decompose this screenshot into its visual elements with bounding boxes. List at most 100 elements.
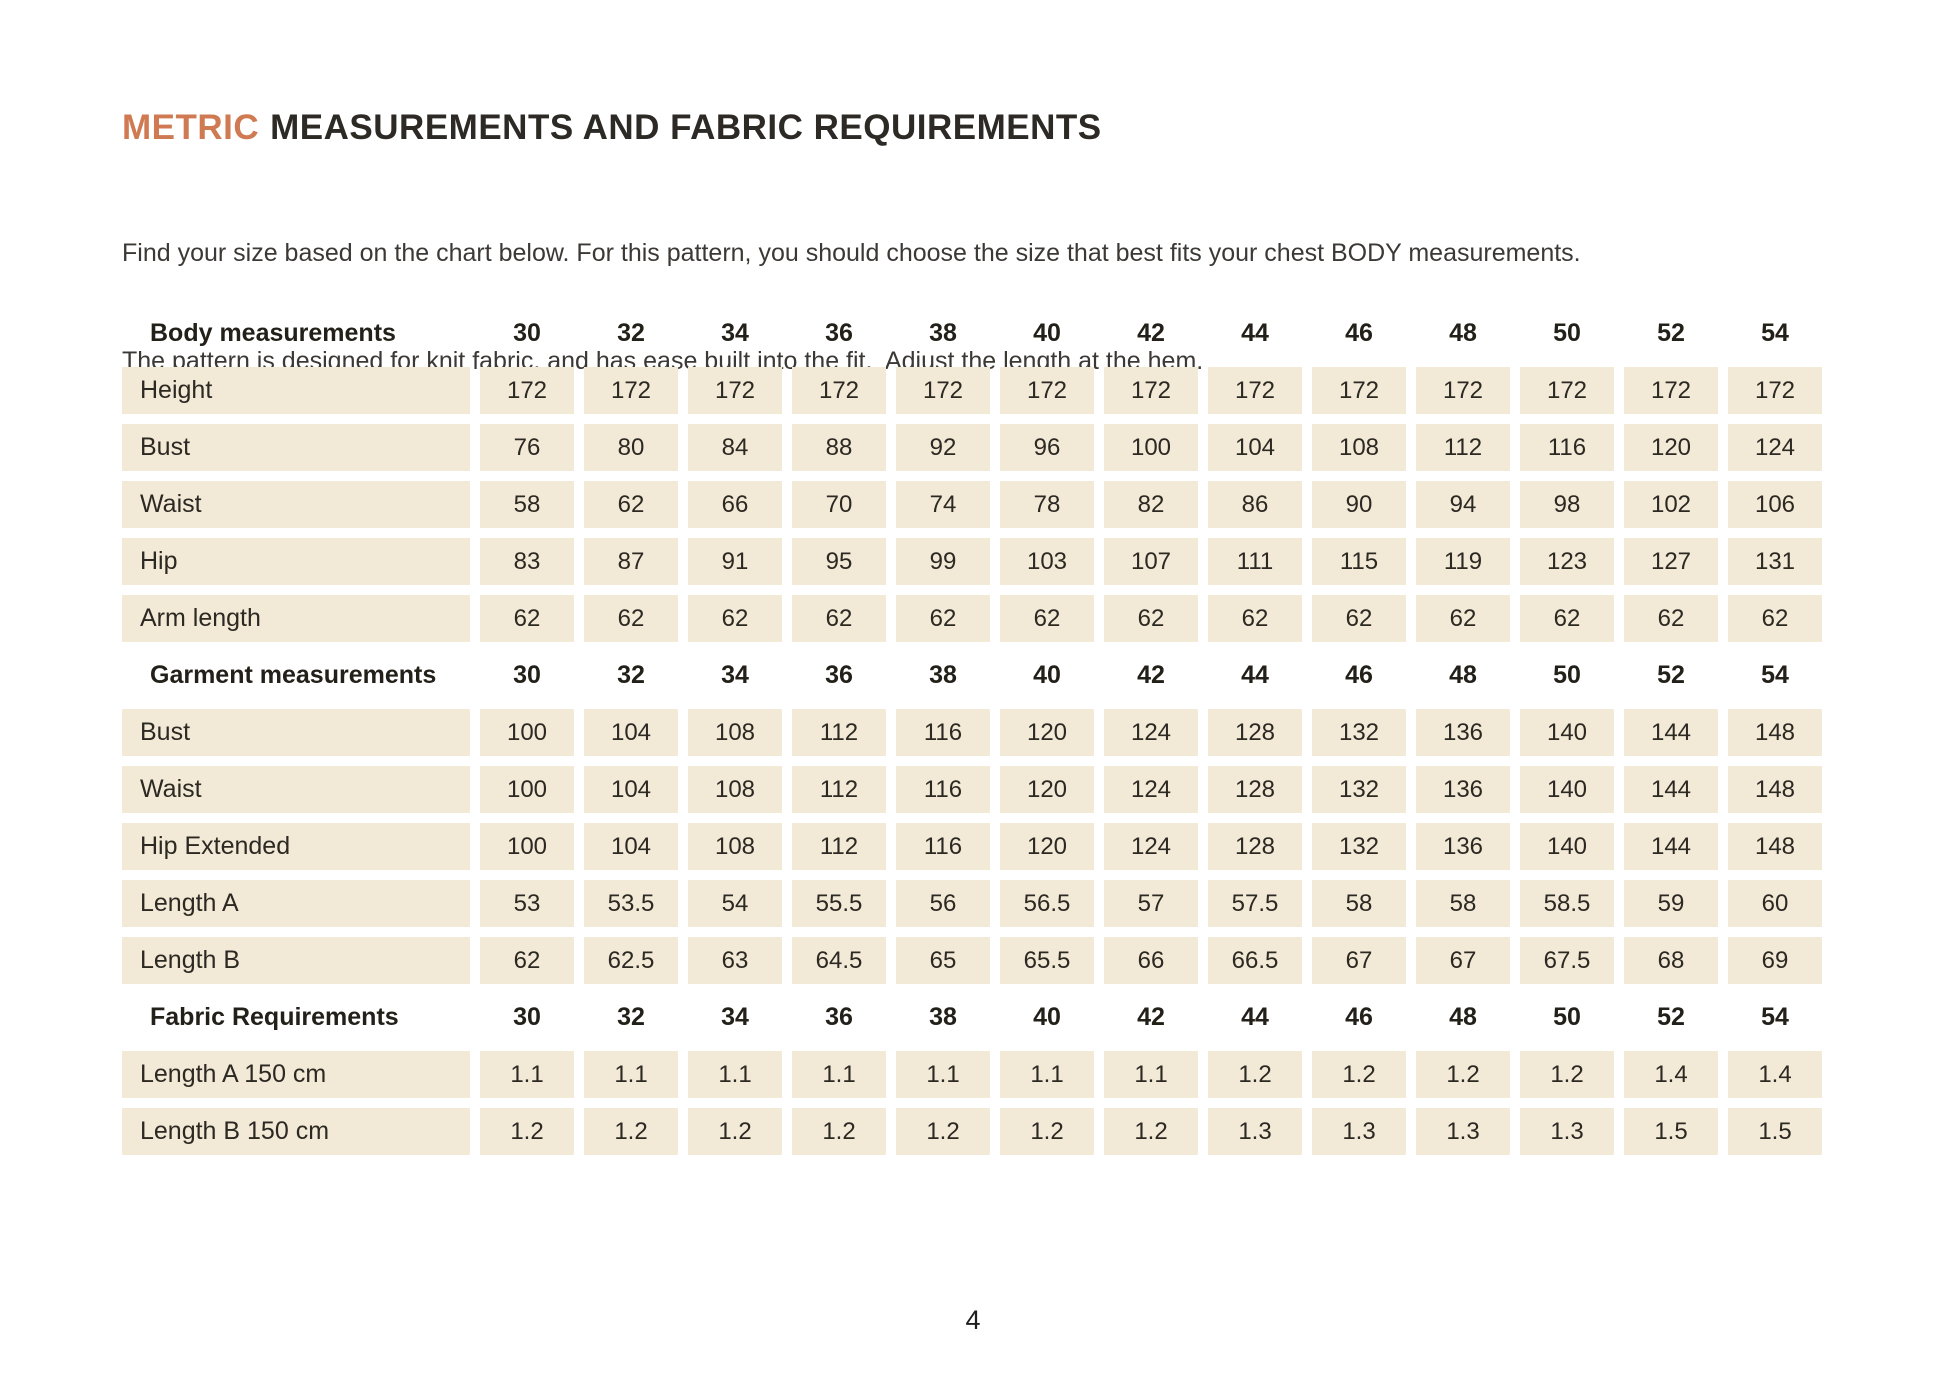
value-cell: 148 [1728, 766, 1822, 813]
value-cell: 62 [1624, 595, 1718, 642]
value-cell: 172 [896, 367, 990, 414]
value-cell: 60 [1728, 880, 1822, 927]
size-header-cell: 38 [929, 661, 957, 689]
value-cell: 140 [1520, 823, 1614, 870]
size-header-cell: 52 [1657, 319, 1685, 347]
size-header-cell: 38 [929, 1003, 957, 1031]
value-cell: 1.2 [1520, 1051, 1614, 1098]
value-cell: 62 [688, 595, 782, 642]
value-cell: 62 [792, 595, 886, 642]
value-cell: 62 [1728, 595, 1822, 642]
section-header-label: Garment measurements [150, 661, 437, 689]
value-cell: 62 [1000, 595, 1094, 642]
value-cell: 1.2 [1104, 1108, 1198, 1155]
size-header-cell: 46 [1345, 1003, 1373, 1031]
value-cell: 62 [1416, 595, 1510, 642]
size-header-cell: 52 [1657, 661, 1685, 689]
value-cell: 98 [1520, 481, 1614, 528]
value-cell: 96 [1000, 424, 1094, 471]
value-cell: 66 [1104, 937, 1198, 984]
row-label: Arm length [122, 595, 470, 642]
size-header-cell: 44 [1241, 661, 1269, 689]
value-cell: 116 [1520, 424, 1614, 471]
size-header-cell: 46 [1345, 319, 1373, 347]
value-cell: 83 [480, 538, 574, 585]
value-cell: 84 [688, 424, 782, 471]
value-cell: 62 [1312, 595, 1406, 642]
value-cell: 63 [688, 937, 782, 984]
value-cell: 107 [1104, 538, 1198, 585]
size-header-cell: 52 [1657, 1003, 1685, 1031]
value-cell: 58 [1312, 880, 1406, 927]
size-header-cell: 38 [929, 319, 957, 347]
row-label: Bust [122, 424, 470, 471]
value-cell: 87 [584, 538, 678, 585]
value-cell: 1.3 [1208, 1108, 1302, 1155]
value-cell: 1.3 [1416, 1108, 1510, 1155]
size-chart-table: Body measurements 30 32 34 36 38 40 42 44 46 48 50 5… [122, 310, 1822, 1155]
value-cell: 94 [1416, 481, 1510, 528]
value-cell: 65.5 [1000, 937, 1094, 984]
size-header-cell: 44 [1241, 319, 1269, 347]
value-cell: 172 [1728, 367, 1822, 414]
value-cell: 69 [1728, 937, 1822, 984]
value-cell: 1.2 [792, 1108, 886, 1155]
value-cell: 1.2 [896, 1108, 990, 1155]
value-cell: 144 [1624, 709, 1718, 756]
value-cell: 100 [480, 766, 574, 813]
row-label: Length A 150 cm [122, 1051, 470, 1098]
value-cell: 1.4 [1728, 1051, 1822, 1098]
value-cell: 136 [1416, 823, 1510, 870]
value-cell: 144 [1624, 766, 1718, 813]
size-header-cell: 44 [1241, 1003, 1269, 1031]
value-cell: 56 [896, 880, 990, 927]
value-cell: 53.5 [584, 880, 678, 927]
size-header-cell: 48 [1449, 319, 1477, 347]
value-cell: 1.2 [688, 1108, 782, 1155]
value-cell: 172 [1000, 367, 1094, 414]
value-cell: 140 [1520, 766, 1614, 813]
size-header-cell: 34 [721, 661, 749, 689]
value-cell: 1.2 [1312, 1051, 1406, 1098]
value-cell: 112 [1416, 424, 1510, 471]
value-cell: 112 [792, 766, 886, 813]
value-cell: 62 [480, 595, 574, 642]
value-cell: 172 [1208, 367, 1302, 414]
value-cell: 124 [1728, 424, 1822, 471]
size-header-cell: 34 [721, 1003, 749, 1031]
size-header-cell: 36 [825, 319, 853, 347]
value-cell: 116 [896, 823, 990, 870]
value-cell: 68 [1624, 937, 1718, 984]
value-cell: 62 [1208, 595, 1302, 642]
value-cell: 100 [1104, 424, 1198, 471]
value-cell: 65 [896, 937, 990, 984]
value-cell: 1.5 [1624, 1108, 1718, 1155]
value-cell: 104 [584, 766, 678, 813]
value-cell: 108 [688, 823, 782, 870]
value-cell: 172 [584, 367, 678, 414]
size-header-cell: 32 [617, 661, 645, 689]
value-cell: 70 [792, 481, 886, 528]
value-cell: 104 [584, 709, 678, 756]
value-cell: 1.1 [896, 1051, 990, 1098]
value-cell: 82 [1104, 481, 1198, 528]
size-header-cell: 42 [1137, 319, 1165, 347]
value-cell: 54 [688, 880, 782, 927]
value-cell: 172 [1312, 367, 1406, 414]
row-label: Waist [122, 766, 470, 813]
value-cell: 172 [792, 367, 886, 414]
value-cell: 62 [584, 481, 678, 528]
value-cell: 100 [480, 823, 574, 870]
section-header-label: Body measurements [150, 319, 396, 347]
value-cell: 1.1 [688, 1051, 782, 1098]
size-header-cell: 50 [1553, 1003, 1581, 1031]
page-title: METRIC MEASUREMENTS AND FABRIC REQUIREMEN… [122, 108, 1102, 148]
value-cell: 1.3 [1312, 1108, 1406, 1155]
value-cell: 111 [1208, 538, 1302, 585]
section-header-label: Fabric Requirements [150, 1003, 399, 1031]
value-cell: 57.5 [1208, 880, 1302, 927]
value-cell: 128 [1208, 766, 1302, 813]
size-header-cell: 30 [513, 661, 541, 689]
value-cell: 120 [1000, 709, 1094, 756]
value-cell: 120 [1000, 766, 1094, 813]
